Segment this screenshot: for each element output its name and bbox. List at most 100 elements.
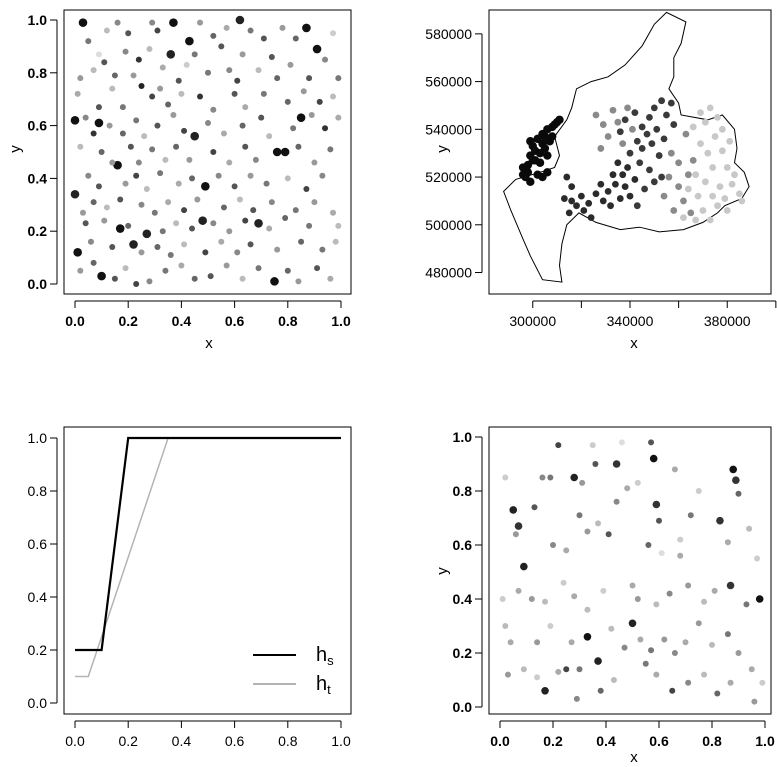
data-point [507, 639, 514, 646]
data-point [555, 115, 564, 124]
data-point [149, 93, 156, 100]
data-point [284, 98, 291, 105]
data-point [563, 547, 570, 554]
x-axis: 300000 340000 380000 [509, 300, 777, 329]
data-point [636, 159, 644, 167]
data-point [701, 671, 708, 678]
data-point [729, 465, 737, 474]
data-point [727, 679, 734, 686]
data-point [706, 216, 714, 224]
data-point [699, 207, 707, 214]
x-tick-label: 0.4 [172, 313, 192, 329]
data-point [189, 175, 196, 182]
y-axis-label: y [434, 567, 451, 575]
data-point [716, 183, 724, 191]
plot-area [488, 9, 772, 295]
data-point [210, 149, 217, 155]
data-point [218, 43, 225, 50]
data-point [205, 69, 211, 76]
data-point [201, 182, 210, 191]
plot-area [63, 9, 352, 295]
data-point [90, 67, 97, 74]
data-point [629, 582, 636, 589]
data-point [111, 72, 118, 79]
data-point [247, 241, 254, 248]
data-point [616, 128, 624, 136]
data-point [599, 197, 607, 205]
x-tick-label: 300000 [509, 313, 556, 329]
data-point [576, 512, 583, 519]
y-tick-label: 0.0 [28, 695, 48, 711]
data-point [159, 64, 166, 71]
data-point [597, 145, 605, 152]
data-point [528, 596, 535, 602]
data-point [670, 207, 678, 214]
data-point [540, 132, 550, 141]
data-point [709, 164, 717, 171]
data-point [95, 51, 102, 58]
data-point [111, 275, 118, 282]
x-tick-label: 0.2 [118, 733, 138, 749]
data-point [743, 601, 750, 608]
data-point [242, 104, 249, 111]
data-point [504, 671, 511, 678]
data-point [714, 113, 721, 121]
y-tick-label: 0.2 [28, 642, 48, 658]
data-point [671, 650, 678, 656]
data-point [573, 695, 580, 702]
data-point [666, 590, 673, 597]
data-point [197, 93, 204, 100]
data-point [653, 125, 661, 133]
data-point [335, 222, 342, 229]
data-point [694, 192, 702, 200]
data-point [748, 666, 755, 673]
data-point [649, 454, 658, 463]
data-point [119, 130, 126, 137]
data-point [284, 175, 291, 182]
data-point [658, 97, 666, 105]
x-tick-label: 0.2 [118, 313, 138, 329]
data-point [135, 159, 142, 166]
data-point [502, 623, 509, 629]
data-point [746, 525, 753, 532]
data-point [629, 125, 636, 133]
data-point [154, 244, 161, 251]
data-point [626, 192, 634, 200]
data-point [518, 170, 528, 179]
data-point [631, 109, 639, 117]
data-point [319, 172, 326, 179]
data-point [641, 185, 648, 193]
data-point [133, 172, 140, 179]
data-point [151, 209, 158, 216]
x-tick-label: 0.0 [490, 733, 510, 749]
data-point [704, 149, 712, 157]
data-point [646, 113, 653, 121]
data-point [90, 130, 97, 137]
data-point [660, 135, 668, 143]
data-point [191, 51, 198, 58]
series-line-ht [75, 437, 341, 678]
data-point [181, 241, 188, 248]
data-point [78, 18, 88, 27]
x-axis-label: x [630, 749, 638, 766]
data-point [650, 104, 658, 112]
y-tick-label: 0.4 [28, 589, 48, 605]
data-point [308, 112, 315, 119]
data-point [119, 104, 126, 111]
data-point [95, 183, 102, 190]
data-point [701, 118, 709, 126]
data-point [149, 146, 156, 153]
x-tick-label: 0.8 [702, 733, 722, 749]
data-point [175, 180, 182, 187]
data-point [138, 201, 145, 208]
data-point [633, 202, 641, 210]
data-point [279, 24, 286, 31]
data-point [149, 19, 156, 26]
data-point [738, 197, 746, 205]
x-tick-label: 1.0 [331, 313, 351, 329]
plot-frame [63, 426, 352, 715]
data-point [584, 606, 591, 613]
data-point [612, 180, 619, 188]
data-point [103, 204, 110, 211]
